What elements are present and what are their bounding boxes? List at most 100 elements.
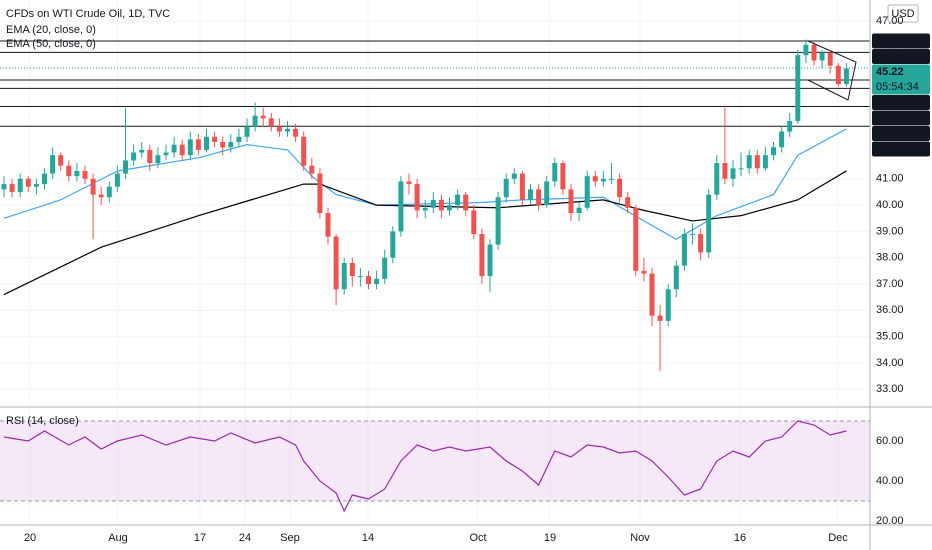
candle-body [471,210,477,235]
candle-body [187,139,193,156]
candle-body [746,155,752,169]
candle-body [722,163,728,179]
candle-body [447,205,452,211]
candle-body [204,136,209,150]
rsi-tick-label: 60.00 [876,435,904,447]
currency-box[interactable] [887,4,919,23]
candle-body [42,173,47,185]
candle-body [455,194,461,206]
candle-body [374,278,380,285]
candle-body [795,55,801,121]
candle-body [487,244,493,277]
candle-body [633,207,639,271]
candle-body [738,168,744,170]
rsi-tick-label: 40.00 [876,475,904,487]
candle-body [681,234,687,266]
price-label: 45.22 [876,66,904,78]
candle-body [511,173,517,179]
candle-body [179,144,185,156]
price-label-box [872,110,930,126]
candle-body [285,128,290,132]
candle-body [730,168,736,179]
indicator-label: EMA (20, close, 0) [6,24,96,36]
candle-body [58,155,64,166]
candle-body [843,68,849,85]
price-label: 44.76 [876,96,904,108]
candle-body [123,160,128,174]
candle-body [155,155,161,164]
candle-body [9,184,15,192]
y-tick-label: 34.00 [876,357,904,369]
candle-body [260,115,266,119]
x-tick-label: 20 [24,532,36,544]
candle-body [819,52,825,61]
rsi-tick-label: 20.00 [876,515,904,527]
price-label-box [872,49,930,65]
candle-body [422,207,428,211]
candle-body [754,155,760,169]
candle-body [706,194,712,253]
candle-body [519,173,525,200]
candle-body [317,173,323,214]
y-tick-label: 36.00 [876,304,904,316]
candle-body [560,163,566,190]
price-label: 43.75 [876,127,904,139]
candle-body [131,152,137,161]
candle-body [592,176,598,182]
price-label-box [872,33,930,49]
x-tick-label: Aug [108,532,128,544]
candle-body [147,149,153,164]
candle-body [568,189,574,214]
candle-body [139,149,145,153]
candle-body [463,194,469,211]
candle-body [617,178,623,198]
price-label: 43.00 [876,143,904,155]
candle-body [25,178,31,187]
candle-body [228,142,234,148]
candle-body [536,189,542,206]
y-tick-label: 40.00 [876,199,904,211]
candle-body [600,178,606,182]
currency[interactable]: USD [891,8,914,20]
x-tick-label: Dec [828,532,848,544]
price-label: 45.81 [876,50,904,62]
candle-body [244,126,250,137]
candle-body [220,142,226,148]
candle-body [665,289,671,321]
candle-body [309,165,315,174]
rsi-label: RSI (14, close) [6,415,79,427]
candle-body [357,276,363,278]
candle-body [163,152,169,156]
candle-body [714,163,720,195]
candle-body [771,147,776,156]
candle-body [382,257,388,279]
y-tick-label: 38.00 [876,252,904,264]
x-tick-label: 24 [239,532,251,544]
candle-body [779,131,785,148]
candle-body [528,189,533,200]
candle-body [17,178,23,192]
candle-body [503,178,509,198]
candle-body [82,170,88,179]
candle-body [649,273,655,316]
candle-body [195,139,201,150]
y-tick-label: 47.00 [876,15,904,27]
candle-body [301,136,307,166]
indicator-label: EMA (50, close, 0) [6,38,96,50]
price-label-box [872,64,930,95]
candle-body [66,165,72,177]
y-tick-label: 41.00 [876,173,904,185]
candle-body [98,194,104,198]
candle-body [657,315,663,321]
y-tick-label: 35.00 [876,331,904,343]
x-tick-label: Oct [469,532,486,544]
wedge-drawing [807,40,857,101]
rsi-line [3,420,847,513]
x-tick-label: 19 [544,532,556,544]
candle-body [390,231,396,258]
y-tick-label: 39.00 [876,225,904,237]
price-label-box [872,141,930,157]
price-label-box [872,126,930,142]
candle-body [698,234,704,253]
candle-body [762,155,768,169]
